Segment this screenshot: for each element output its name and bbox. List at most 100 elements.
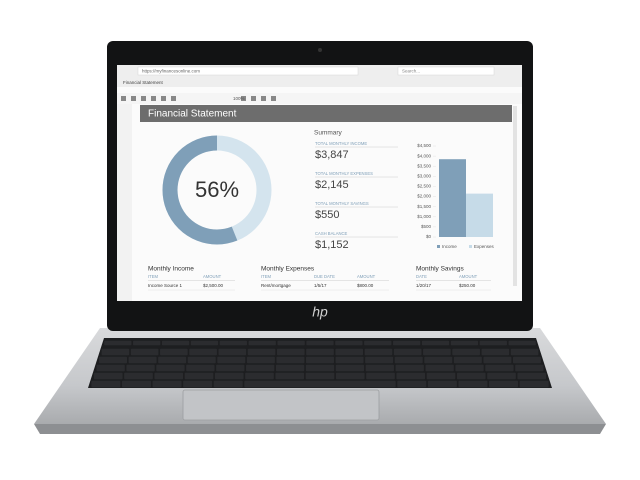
key[interactable]	[510, 348, 539, 356]
key[interactable]	[306, 348, 334, 356]
key[interactable]	[427, 380, 457, 388]
key[interactable]	[306, 340, 334, 346]
key[interactable]	[453, 356, 482, 364]
toolbar-icon[interactable]	[131, 96, 136, 101]
address-bar[interactable]	[137, 66, 359, 76]
key[interactable]	[190, 340, 219, 346]
key[interactable]	[126, 364, 155, 372]
key[interactable]	[365, 356, 394, 364]
toolbar-icon[interactable]	[171, 96, 176, 101]
key[interactable]	[485, 364, 514, 372]
key[interactable]	[275, 364, 305, 372]
key[interactable]	[214, 372, 244, 380]
key[interactable]	[479, 340, 507, 346]
key[interactable]	[246, 356, 275, 364]
toolbar-icon[interactable]	[121, 96, 126, 101]
key[interactable]	[425, 364, 454, 372]
key[interactable]	[99, 356, 128, 364]
key[interactable]	[160, 348, 188, 356]
key[interactable]	[161, 340, 190, 346]
key[interactable]	[124, 372, 153, 380]
key[interactable]	[335, 364, 365, 372]
toolbar-icon[interactable]	[261, 96, 266, 101]
key[interactable]	[424, 356, 453, 364]
key[interactable]	[91, 380, 121, 388]
key[interactable]	[455, 364, 484, 372]
key[interactable]	[216, 364, 245, 372]
key[interactable]	[276, 348, 305, 356]
toolbar-icon[interactable]	[141, 96, 146, 101]
key[interactable]	[421, 340, 450, 346]
key[interactable]	[184, 372, 214, 380]
key[interactable]	[335, 348, 364, 356]
key[interactable]	[481, 348, 510, 356]
key[interactable]	[487, 372, 516, 380]
key[interactable]	[248, 340, 276, 346]
key[interactable]	[515, 364, 544, 372]
search-box[interactable]	[397, 66, 495, 76]
key[interactable]	[508, 340, 536, 346]
key[interactable]	[104, 340, 132, 346]
touchpad[interactable]	[182, 389, 380, 421]
key[interactable]	[218, 348, 247, 356]
key[interactable]	[335, 340, 363, 346]
key[interactable]	[489, 380, 519, 388]
scrollbar[interactable]	[513, 106, 517, 286]
key[interactable]	[397, 380, 427, 388]
toolbar-icon[interactable]	[251, 96, 256, 101]
key[interactable]	[133, 340, 161, 346]
key[interactable]	[450, 340, 479, 346]
key[interactable]	[426, 372, 456, 380]
key[interactable]	[158, 356, 187, 364]
key[interactable]	[423, 348, 451, 356]
key[interactable]	[154, 372, 184, 380]
toolbar-icon[interactable]	[241, 96, 246, 101]
key[interactable]	[305, 364, 335, 372]
key[interactable]	[276, 356, 305, 364]
key[interactable]	[452, 348, 480, 356]
key[interactable]	[394, 356, 423, 364]
key[interactable]	[364, 340, 392, 346]
key[interactable]	[277, 340, 305, 346]
key[interactable]	[393, 348, 422, 356]
key[interactable]	[364, 348, 393, 356]
key[interactable]	[365, 364, 394, 372]
key[interactable]	[130, 348, 159, 356]
key[interactable]	[101, 348, 130, 356]
toolbar-icon[interactable]	[161, 96, 166, 101]
key[interactable]	[219, 340, 247, 346]
zoom-level[interactable]: 100%	[233, 96, 245, 101]
key[interactable]	[519, 380, 549, 388]
key[interactable]	[483, 356, 512, 364]
key[interactable]	[213, 380, 243, 388]
key[interactable]	[458, 380, 488, 388]
key[interactable]	[396, 372, 426, 380]
key[interactable]	[128, 356, 157, 364]
tab-title[interactable]: Financial Statement	[123, 80, 164, 85]
key[interactable]	[156, 364, 185, 372]
key[interactable]	[395, 364, 424, 372]
key[interactable]	[183, 380, 213, 388]
key[interactable]	[512, 356, 541, 364]
key[interactable]	[152, 380, 182, 388]
key[interactable]	[186, 364, 215, 372]
key[interactable]	[93, 372, 123, 380]
key[interactable]	[456, 372, 486, 380]
key[interactable]	[335, 356, 364, 364]
key[interactable]	[306, 356, 334, 364]
key[interactable]	[189, 348, 217, 356]
key[interactable]	[246, 364, 275, 372]
key[interactable]	[305, 372, 335, 380]
key[interactable]	[96, 364, 125, 372]
key[interactable]	[247, 348, 276, 356]
key[interactable]	[366, 372, 395, 380]
key[interactable]	[517, 372, 547, 380]
key[interactable]	[187, 356, 216, 364]
space-bar[interactable]	[244, 380, 396, 388]
toolbar-icon[interactable]	[271, 96, 276, 101]
key[interactable]	[217, 356, 246, 364]
key[interactable]	[335, 372, 365, 380]
key[interactable]	[121, 380, 151, 388]
key[interactable]	[275, 372, 305, 380]
key[interactable]	[245, 372, 274, 380]
